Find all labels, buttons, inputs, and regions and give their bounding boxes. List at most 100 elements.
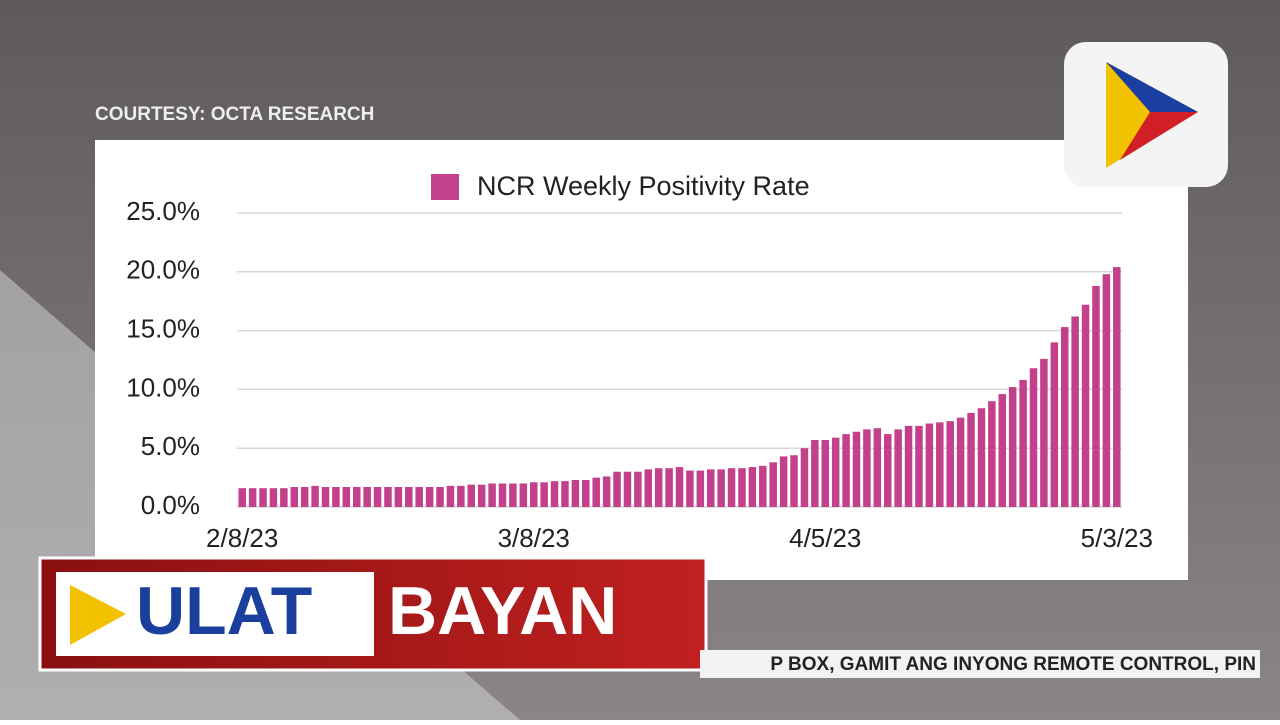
bar <box>238 488 246 507</box>
bar <box>790 455 798 507</box>
bar <box>977 408 986 507</box>
legend-swatch <box>431 174 459 200</box>
bar <box>1008 387 1017 507</box>
bar <box>363 487 371 507</box>
bar <box>280 488 288 507</box>
bar <box>561 481 569 507</box>
bar <box>956 417 965 507</box>
courtesy: COURTESY: OCTA RESEARCH <box>95 104 374 125</box>
bar <box>582 479 590 507</box>
bar <box>811 439 819 507</box>
bar <box>706 469 715 507</box>
chart: 0.0% 5.0% 10.0% 15.0% 20.0% 25.0% NCR Weekly P… <box>126 171 1153 553</box>
bar <box>259 488 267 507</box>
bar <box>602 476 611 507</box>
x-tick-label: 2/8/23 <box>206 523 278 553</box>
ticker: P BOX, GAMIT ANG INYONG REMOTE CONTROL, … <box>770 654 1256 675</box>
banner-logo <box>70 585 126 645</box>
bar <box>769 462 777 507</box>
bar <box>1050 342 1059 507</box>
bar <box>686 470 694 507</box>
bar <box>717 469 725 507</box>
bar <box>696 470 705 507</box>
bar <box>384 487 392 507</box>
x-tick-label: 3/8/23 <box>498 523 570 553</box>
bar <box>529 482 538 507</box>
bar <box>654 468 663 507</box>
bar <box>623 471 632 507</box>
bar <box>925 423 934 507</box>
bar <box>936 422 944 507</box>
bar <box>873 428 882 507</box>
bar <box>467 484 476 507</box>
bar <box>550 481 559 507</box>
bar <box>831 437 840 507</box>
bar <box>863 429 871 507</box>
bar <box>634 471 642 507</box>
bar <box>748 467 757 507</box>
bar <box>644 469 653 507</box>
bar <box>675 467 684 507</box>
bar <box>967 412 975 507</box>
y-tick-label: 10.0% <box>126 372 200 402</box>
bar <box>540 482 548 507</box>
bar <box>321 487 330 507</box>
bar <box>1102 274 1111 507</box>
bar <box>998 394 1007 507</box>
bar <box>883 434 892 507</box>
bar <box>571 479 580 507</box>
bar <box>852 431 861 507</box>
bar <box>1113 267 1121 507</box>
banner-right: BAYAN <box>388 573 617 649</box>
bar <box>904 425 913 507</box>
bar <box>248 488 257 507</box>
x-tick-label: 5/3/23 <box>1081 523 1153 553</box>
bar <box>290 487 299 507</box>
bar <box>1029 368 1038 507</box>
bar <box>1019 379 1027 507</box>
legend-label: NCR Weekly Positivity Rate <box>477 171 810 201</box>
chart-card <box>95 140 1188 580</box>
bar <box>446 485 455 507</box>
bar <box>269 488 278 507</box>
bar <box>800 448 809 507</box>
bar <box>415 487 423 507</box>
y-tick-label: 25.0% <box>126 196 200 226</box>
logo-red <box>1120 112 1198 160</box>
bar <box>457 485 465 507</box>
bar <box>1081 304 1090 507</box>
y-tick-label: 20.0% <box>126 255 200 285</box>
bar <box>498 483 507 507</box>
bar <box>842 434 850 507</box>
bar <box>821 439 830 507</box>
bar <box>1060 327 1069 507</box>
y-tick-label: 5.0% <box>141 431 200 461</box>
bar <box>1040 358 1048 507</box>
bar <box>373 487 382 507</box>
bar <box>915 425 923 507</box>
bar <box>300 487 309 507</box>
bar <box>894 429 902 507</box>
bar <box>436 487 444 507</box>
y-tick-label: 15.0% <box>126 313 200 343</box>
bar <box>946 421 954 507</box>
ticker-bar <box>700 650 1260 678</box>
bar <box>779 456 788 507</box>
banner-left: ULAT <box>136 573 312 649</box>
y-tick-label: 0.0% <box>141 490 200 520</box>
bar <box>988 401 996 507</box>
bar <box>1092 285 1100 507</box>
bar <box>592 477 600 507</box>
bar <box>759 465 767 507</box>
bar <box>332 487 340 507</box>
bar <box>727 468 736 507</box>
bar <box>477 484 486 507</box>
bar <box>509 483 517 507</box>
bar <box>311 485 319 507</box>
bar <box>738 468 746 507</box>
logo-blue <box>1106 62 1198 112</box>
bar <box>425 487 434 507</box>
bar <box>405 487 413 507</box>
bar <box>1071 316 1079 507</box>
